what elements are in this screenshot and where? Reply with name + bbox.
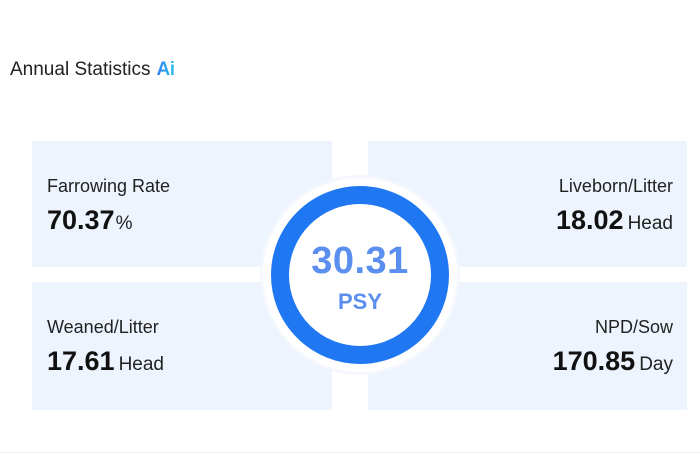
- psy-value: 30.31: [311, 240, 409, 282]
- page-title: Annual Statistics Ai: [10, 57, 175, 83]
- stat-label: Liveborn/Litter: [558, 176, 673, 196]
- stat-farrowing-rate: Farrowing Rate 70.37%: [47, 175, 170, 242]
- stat-label: Weaned/Litter: [47, 317, 159, 337]
- stat-liveborn-litter: Liveborn/Litter 18.02 Head: [556, 175, 673, 242]
- stat-value: 18.02: [556, 205, 624, 235]
- stat-value-row: 70.37%: [47, 203, 170, 242]
- stat-unit: Day: [639, 354, 673, 375]
- psy-gauge: 30.31 PSY: [263, 178, 457, 372]
- stat-label: NPD/Sow: [594, 317, 673, 337]
- divider: [0, 452, 700, 453]
- stat-value-row: 170.85 Day: [553, 344, 673, 383]
- stat-value: 170.85: [552, 346, 636, 376]
- stat-label: Farrowing Rate: [47, 176, 171, 196]
- ai-icon[interactable]: Ai: [156, 57, 175, 83]
- stat-value-row: 17.61 Head: [47, 344, 164, 383]
- stat-weaned-litter: Weaned/Litter 17.61 Head: [47, 316, 164, 383]
- title-text: Annual Statistics: [10, 59, 151, 80]
- stat-unit: %: [115, 213, 133, 234]
- stat-unit: Head: [627, 213, 673, 234]
- stat-value: 70.37: [47, 205, 115, 235]
- stat-value: 17.61: [47, 346, 115, 376]
- stat-unit: Head: [118, 354, 164, 375]
- stat-npd-sow: NPD/Sow 170.85 Day: [553, 316, 673, 383]
- stat-value-row: 18.02 Head: [556, 203, 673, 242]
- psy-unit: PSY: [337, 289, 383, 314]
